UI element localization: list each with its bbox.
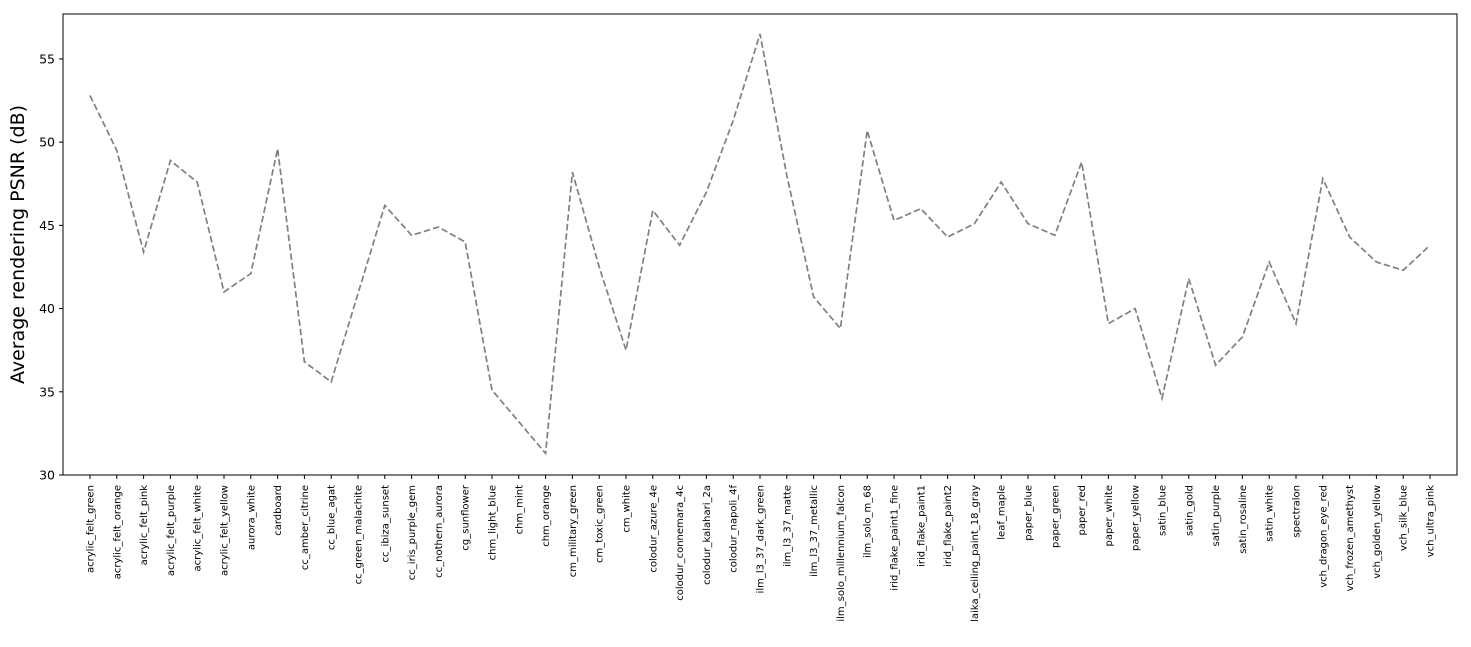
x-tick-label: laika_ceiling_paint_18_gray <box>970 485 981 622</box>
x-tick-label: colodur_napoli_4f <box>729 485 740 573</box>
x-tick-label: cc_green_malachite <box>354 485 365 584</box>
x-tick-label: chm_orange <box>541 485 552 547</box>
x-tick-label: cardboard <box>273 485 284 536</box>
y-tick-label: 45 <box>39 218 55 233</box>
x-tick-label: ilm_solo_millennium_falcon <box>836 485 847 622</box>
x-tick-label: colodur_kalahari_2a <box>702 485 713 585</box>
series-line <box>89 33 1431 456</box>
x-tick-label: ilm_l3_37_metallic <box>809 485 820 577</box>
x-tick-label: cm_white <box>622 485 633 533</box>
x-tick-label: irid_flake_paint1 <box>916 485 927 567</box>
x-tick-label: cc_ibiza_sunset <box>380 485 391 563</box>
x-tick-label: cm_military_green <box>568 485 579 577</box>
x-tick-label: spectralon <box>1292 485 1303 538</box>
x-tick-label: colodur_connemara_4c <box>675 485 686 601</box>
x-tick-label: paper_blue <box>1024 485 1035 541</box>
x-tick-label: cm_toxic_green <box>595 485 606 563</box>
x-tick-label: chm_light_blue <box>488 485 499 560</box>
x-tick-label: vch_dragon_eye_red <box>1318 485 1329 588</box>
x-tick-label: vch_ultra_pink <box>1426 485 1437 557</box>
x-tick-label: acrylic_felt_orange <box>112 485 123 579</box>
x-tick-label: acrylic_felt_pink <box>139 485 150 566</box>
x-tick-label: satin_blue <box>1158 485 1169 536</box>
x-tick-label: satin_rosaline <box>1238 485 1249 554</box>
x-tick-label: cc_blue_agat <box>327 485 338 550</box>
axis-ticks: 30 35 40 45 50 55 acrylic_felt_green acrylic_fe… <box>39 51 1436 621</box>
x-tick-label: cc_amber_citrine <box>300 485 311 570</box>
x-tick-label: irid_flake_paint2 <box>943 485 954 567</box>
y-tick-label: 40 <box>39 301 55 316</box>
x-tick-label: colodur_azure_4e <box>648 485 659 573</box>
y-tick-label: 30 <box>39 468 55 483</box>
x-tick-label: paper_white <box>1104 485 1115 546</box>
x-tick-label: cc_iris_purple_gem <box>407 485 418 580</box>
plot-area-frame <box>62 13 1458 476</box>
x-tick-label: cg_sunflower <box>461 484 472 550</box>
x-tick-label: satin_white <box>1265 485 1276 542</box>
x-tick-label: cc_nothern_aurora <box>434 485 445 578</box>
x-tick-label: vch_silk_blue <box>1399 485 1410 551</box>
x-tick-label: paper_red <box>1077 485 1088 535</box>
x-tick-label: ilm_l3_37_matte <box>782 485 793 567</box>
x-tick-label: ilm_l3_37_dark_green <box>756 485 767 593</box>
x-tick-label: vch_golden_yellow <box>1372 485 1383 579</box>
x-tick-label: acrylic_felt_purple <box>166 485 177 576</box>
x-tick-label: paper_yellow <box>1131 485 1142 551</box>
y-axis-label: Average rendering PSNR (dB) <box>7 105 29 384</box>
x-tick-label: satin_purple <box>1211 485 1222 546</box>
x-tick-label: irid_flake_paint1_fine <box>890 485 901 591</box>
x-tick-label: acrylic_felt_green <box>86 485 97 573</box>
x-tick-label: satin_gold <box>1184 485 1195 536</box>
x-tick-label: acrylic_felt_yellow <box>220 485 231 576</box>
x-tick-label: aurora_white <box>246 485 257 550</box>
x-tick-label: ilm_solo_m_68 <box>863 485 874 558</box>
x-tick-label: acrylic_felt_white <box>193 485 204 571</box>
y-tick-label: 35 <box>39 384 55 399</box>
x-tick-label: vch_frozen_amethyst <box>1345 485 1356 591</box>
y-tick-label: 55 <box>39 51 55 66</box>
y-tick-label: 50 <box>39 135 55 150</box>
x-tick-label: chm_mint <box>514 485 525 534</box>
x-tick-label: leaf_maple <box>997 485 1008 540</box>
x-tick-label: paper_green <box>1050 485 1061 548</box>
